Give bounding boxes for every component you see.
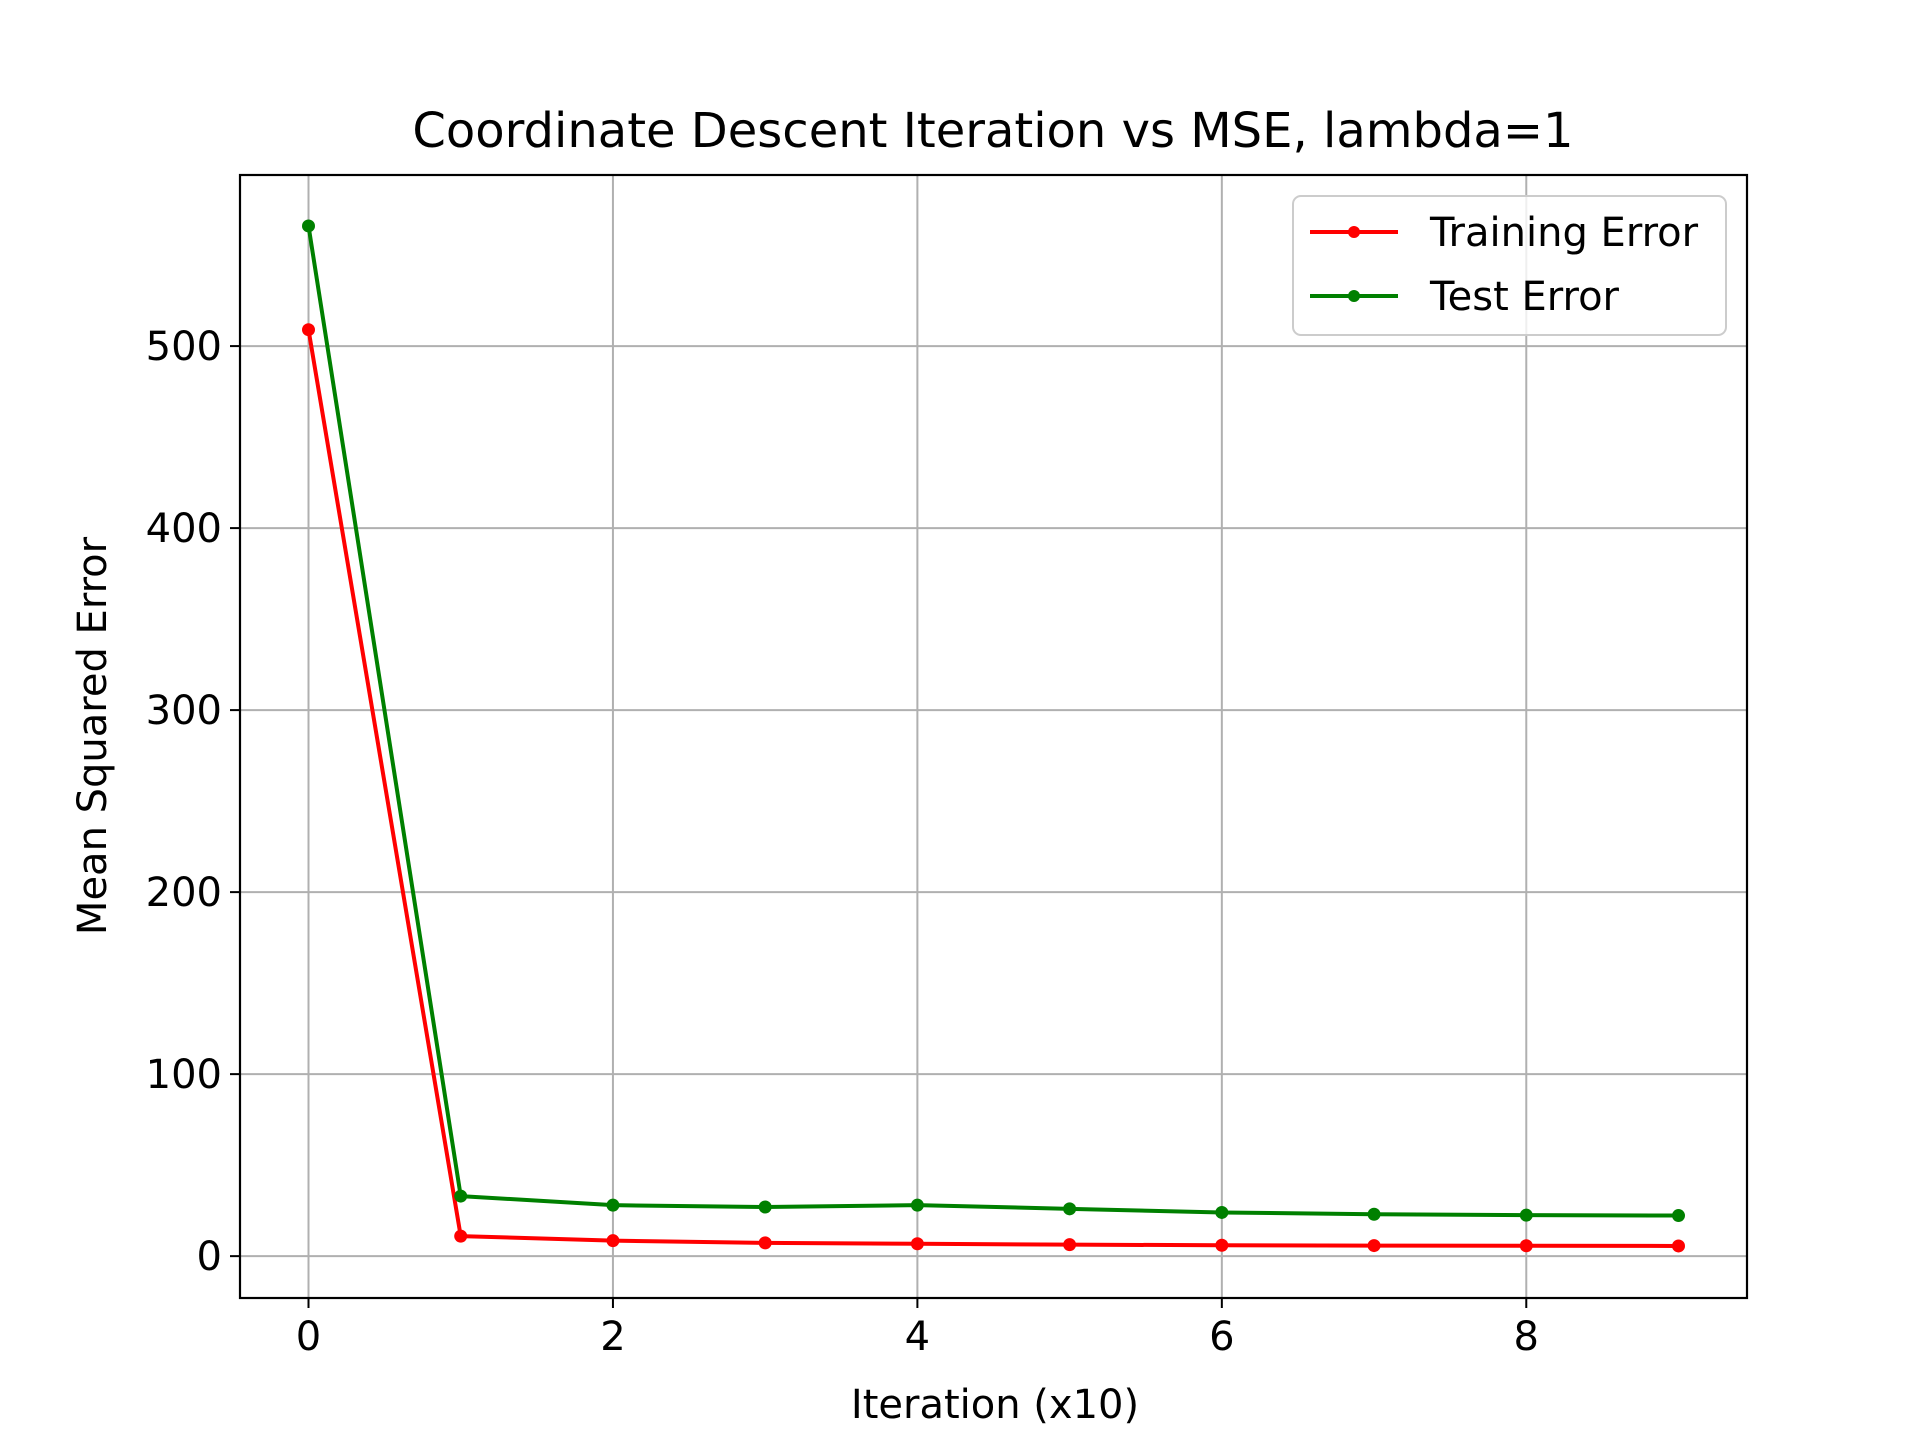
legend-label-test: Test Error <box>1429 274 1620 320</box>
data-point-training <box>758 1236 772 1250</box>
data-point-training <box>1215 1238 1229 1252</box>
x-tick-label: 6 <box>1209 1314 1234 1360</box>
data-point-test <box>606 1198 620 1212</box>
series-test <box>302 219 1685 1223</box>
y-tick-label: 100 <box>146 1052 222 1098</box>
data-point-test <box>1215 1205 1229 1219</box>
data-point-test <box>1519 1208 1533 1222</box>
legend: Training Error Test Error <box>1292 195 1727 336</box>
data-point-training <box>1672 1239 1685 1253</box>
chart-title: Coordinate Descent Iteration vs MSE, lam… <box>412 103 1573 159</box>
x-tick-label: 8 <box>1514 1314 1539 1360</box>
series-training <box>302 323 1685 1253</box>
data-point-training <box>1063 1238 1077 1252</box>
y-tick-label: 300 <box>146 688 222 734</box>
plot-frame <box>238 173 1749 1300</box>
legend-box <box>1292 195 1727 336</box>
y-tick-label: 0 <box>197 1234 222 1280</box>
y-tick-label: 400 <box>146 506 222 552</box>
data-point-test <box>1672 1209 1685 1223</box>
y-axis-label: Mean Squared Error <box>70 536 116 935</box>
data-point-training <box>1519 1239 1533 1253</box>
data-point-training <box>1367 1239 1381 1253</box>
x-tick-label: 2 <box>600 1314 625 1360</box>
x-axis-label: Iteration (x10) <box>851 1382 1139 1428</box>
data-point-test <box>454 1189 468 1203</box>
x-tick-label: 4 <box>905 1314 930 1360</box>
series-layer <box>302 219 1685 1253</box>
y-tick-label: 200 <box>146 870 222 916</box>
data-point-test <box>1367 1207 1381 1221</box>
legend-label-training: Training Error <box>1429 210 1699 256</box>
data-point-training <box>302 323 315 337</box>
ticks: 0 2 4 6 8 0 100 200 300 400 500 <box>146 324 1539 1360</box>
data-point-test <box>302 219 315 233</box>
data-point-training <box>606 1234 620 1248</box>
y-tick-label: 500 <box>146 324 222 370</box>
data-point-training <box>454 1229 468 1243</box>
series-line-test <box>306 225 1679 1218</box>
grid <box>240 175 1747 1298</box>
data-point-test <box>910 1198 924 1212</box>
legend-marker-training <box>1348 226 1360 238</box>
data-point-test <box>1063 1202 1077 1216</box>
series-line-training <box>306 329 1679 1248</box>
data-point-training <box>910 1237 924 1251</box>
data-point-test <box>758 1200 772 1214</box>
x-tick-label: 0 <box>296 1314 321 1360</box>
legend-marker-test <box>1348 290 1360 302</box>
